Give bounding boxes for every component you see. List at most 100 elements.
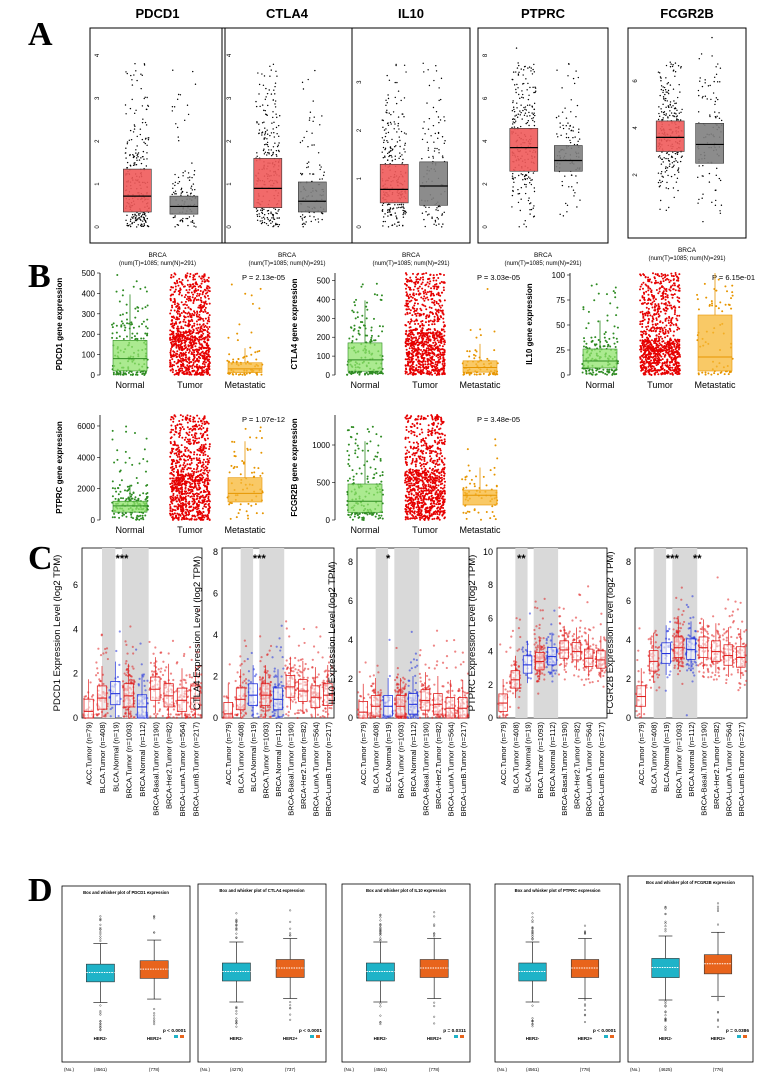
panel-b-point (442, 353, 445, 356)
panel-a-point (177, 182, 179, 185)
panel-b-point (191, 353, 194, 356)
panel-a-point (402, 216, 405, 218)
panel-b-point (200, 301, 203, 304)
panel-b-point (647, 365, 650, 368)
panel-a-point (392, 111, 395, 113)
panel-b-point (643, 362, 646, 365)
panel-a-point (718, 117, 721, 119)
panel-b-point (186, 272, 189, 275)
panel-a-point (428, 206, 430, 209)
panel-a-point (527, 98, 530, 101)
panel-a-point (662, 111, 665, 114)
panel-b-point (203, 356, 206, 359)
panel-a-point (527, 176, 530, 178)
panel-b-point (256, 373, 259, 376)
panel-a-point (402, 213, 404, 216)
panel-a-point (517, 74, 520, 76)
panel-b-point (187, 306, 190, 309)
panel-a-point (697, 111, 700, 113)
panel-b-point (437, 285, 440, 288)
panel-a-point (273, 132, 275, 134)
panel-b-point (199, 343, 202, 346)
panel-a-point (265, 96, 267, 98)
panel-b-point (369, 340, 372, 343)
panel-b-point (408, 288, 411, 291)
panel-b-point (436, 318, 439, 321)
panel-b-point (189, 285, 192, 288)
panel-b-point (186, 372, 189, 375)
panel-a-point (567, 75, 569, 77)
panel-b-point (206, 339, 209, 342)
panel-a-point (511, 78, 513, 81)
panel-b-ytick: 300 (82, 310, 96, 319)
panel-a-point (256, 210, 258, 213)
panel-b-point (417, 337, 420, 340)
panel-a-point (177, 176, 180, 179)
panel-a-frame (221, 27, 353, 244)
panel-b-point (434, 283, 437, 286)
panel-a-point (258, 129, 261, 131)
panel-b-point (122, 289, 125, 292)
panel-b-point (431, 365, 434, 368)
panel-a-point (400, 130, 403, 133)
panel-a-point (132, 131, 135, 133)
panel-a-point (667, 174, 669, 177)
panel-a-point (396, 131, 398, 133)
panel-b-point (119, 314, 122, 317)
panel-b-point (171, 363, 174, 366)
panel-b-point (678, 289, 681, 292)
panel-a-point (441, 136, 444, 138)
panel-a-point (432, 157, 435, 159)
panel-a-point (531, 73, 534, 75)
panel-b-point (192, 314, 195, 317)
panel-a-point (129, 165, 132, 167)
panel-b-point (179, 287, 182, 290)
panel-b-point (415, 364, 418, 367)
panel-b-point (199, 352, 202, 355)
panel-a-point (174, 173, 176, 176)
panel-a-point (513, 181, 515, 184)
panel-b-point (420, 296, 423, 299)
panel-b-point (439, 355, 442, 358)
panel-a-point (516, 83, 518, 86)
panel-b-point (191, 338, 194, 341)
panel-b-point (441, 304, 444, 307)
panel-a-point (264, 137, 266, 139)
panel-b-point (142, 320, 145, 323)
panel-b-point (408, 329, 411, 332)
panel-b-point (425, 329, 428, 332)
panel-a-point (697, 89, 700, 92)
panel-b-point (203, 280, 206, 283)
panel-b-point (415, 276, 418, 279)
panel-b-ylabel: IL10 gene expression (525, 283, 534, 364)
panel-b-point (256, 350, 259, 353)
panel-a-point (519, 209, 521, 212)
panel-a-point (180, 219, 182, 221)
panel-b-point (641, 323, 644, 326)
panel-a-point (276, 75, 278, 77)
panel-a-point (142, 150, 145, 153)
panel-a-point (556, 69, 558, 71)
panel-a-point (129, 220, 132, 222)
panel-a-point (422, 127, 424, 130)
panel-a-point (262, 216, 265, 219)
panel-b-point (442, 359, 445, 362)
panel-b-point (180, 311, 183, 314)
panel-b-point (173, 316, 176, 319)
panel-b-point (200, 277, 203, 280)
panel-b-point (202, 366, 205, 369)
panel-b-point (417, 332, 420, 335)
panel-a-point (261, 217, 263, 219)
panel-a-point (523, 183, 526, 186)
panel-b-point (207, 297, 210, 300)
panel-a-point (435, 70, 438, 72)
panel-a-box (253, 158, 283, 209)
panel-b-point (405, 339, 408, 342)
panel-a-point (140, 223, 143, 225)
panel-b-point (173, 373, 176, 376)
panel-a-point (396, 207, 398, 209)
panel-b-point (472, 353, 475, 356)
panel-b-point (115, 331, 118, 334)
panel-b-point (193, 322, 196, 325)
panel-a-point (141, 105, 144, 107)
